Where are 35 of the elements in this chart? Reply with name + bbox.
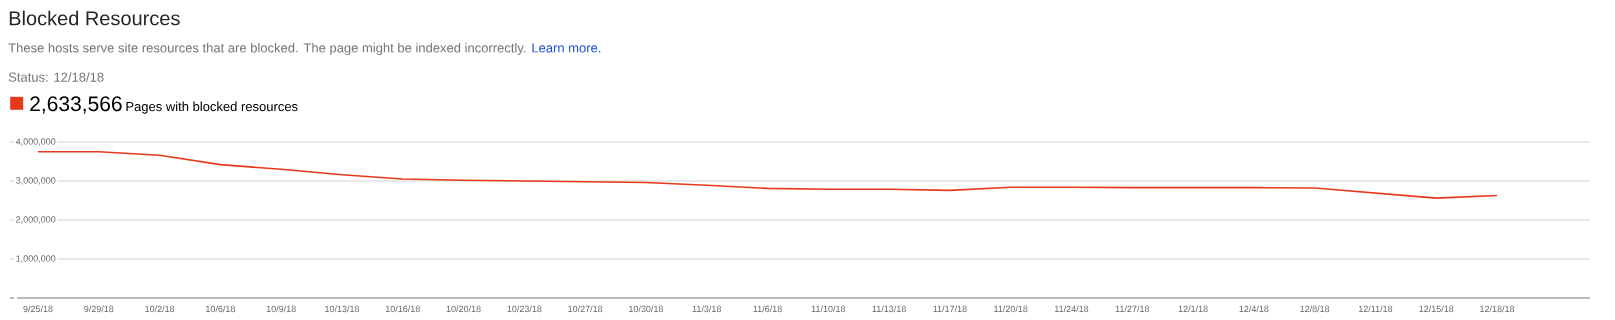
chart-subtitle: These hosts serve site resources that are blocked. The page might be indexed incorrectly. — [8, 42, 526, 56]
x-tick-label: 10/2/18 — [145, 305, 175, 313]
x-tick-label: 11/13/18 — [872, 305, 906, 313]
x-tick-label: 10/9/18 — [266, 305, 296, 313]
x-tick-label: 12/11/18 — [1358, 305, 1393, 313]
text: Status: 12/18/18 — [8, 72, 104, 82]
text: Pages with blocked resources — [126, 101, 298, 114]
x-tick-label: 10/30/18 — [629, 305, 664, 313]
x-tick-label: 11/20/18 — [994, 305, 1028, 313]
x-tick-label: 11/27/18 — [1115, 305, 1150, 313]
x-tick-label: 10/13/18 — [325, 305, 360, 313]
x-tick-label: 11/10/18 — [811, 305, 846, 313]
x-tick-label: 12/1/18 — [1178, 305, 1208, 313]
x-tick-label: 12/15/18 — [1419, 305, 1454, 313]
x-tick-label: 9/25/18 — [23, 305, 53, 313]
x-tick-label: 12/8/18 — [1300, 305, 1330, 313]
y-tick-label: 4,000,000 — [15, 138, 56, 146]
chart-title: Blocked Resources — [9, 10, 180, 26]
y-tick-label: 3,000,000 — [16, 177, 56, 185]
x-tick-label: 12/18/18 — [1480, 305, 1515, 313]
x-tick-label: 10/20/18 — [446, 305, 481, 313]
x-tick-label: 10/23/18 — [507, 305, 542, 313]
x-tick-label: 11/6/18 — [753, 305, 782, 313]
x-tick-label: 10/16/18 — [385, 305, 420, 313]
x-tick-label: 12/4/18 — [1239, 305, 1269, 313]
y-tick-label: 1,000,000 — [16, 255, 56, 263]
text: Learn more. — [532, 43, 601, 53]
x-tick-label: 9/29/18 — [84, 305, 114, 313]
x-tick-label: 11/17/18 — [933, 305, 967, 313]
x-tick-label: 10/6/18 — [206, 305, 235, 313]
y-tick-label: 2,000,000 — [16, 216, 56, 224]
text: 2,633,566 — [30, 96, 122, 114]
x-tick-label: 10/27/18 — [568, 305, 603, 313]
x-tick-label: 11/24/18 — [1054, 305, 1089, 313]
x-tick-label: 11/3/18 — [692, 305, 721, 313]
